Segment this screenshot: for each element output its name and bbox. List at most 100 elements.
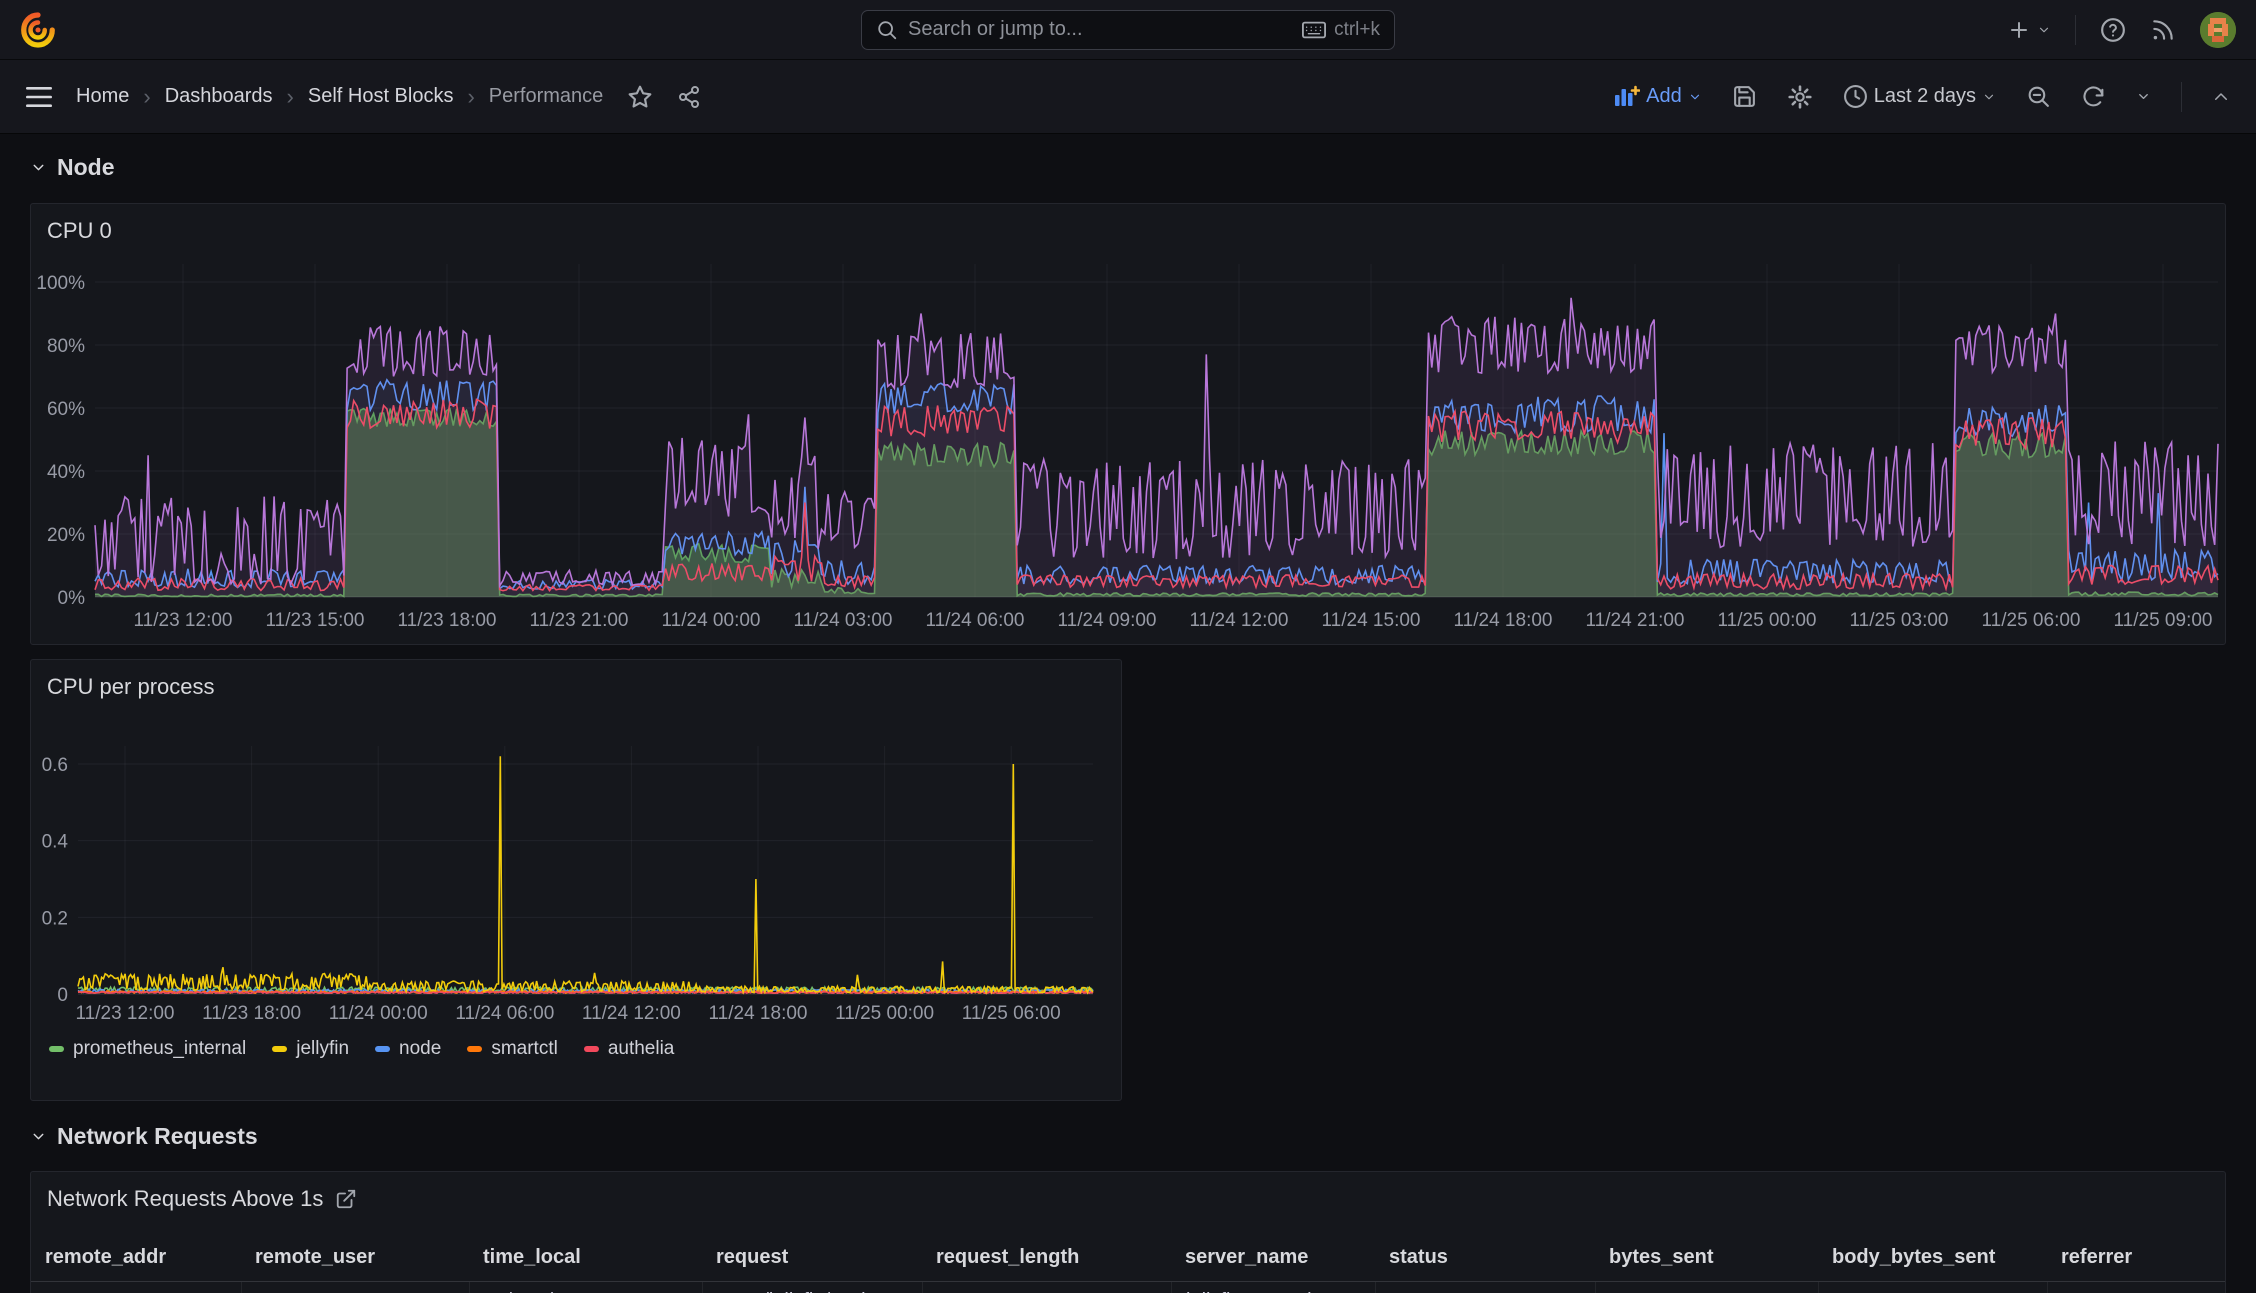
x-axis-tick-label: 11/24 18:00: [709, 1003, 808, 1024]
favorite-button[interactable]: [627, 84, 653, 110]
grafana-logo[interactable]: [20, 11, 56, 48]
legend-item-prometheus_internal[interactable]: prometheus_internal: [49, 1038, 246, 1060]
table-cell-referrer: [2047, 1282, 2225, 1293]
panel-cpu-per-process-header[interactable]: CPU per process: [31, 660, 1121, 702]
table-header-server_name[interactable]: server_name: [1185, 1246, 1309, 1268]
dashboard-toolbar: Home › Dashboards › Self Host Blocks › P…: [0, 60, 2256, 134]
table-row: 192.168.50.101 24/Nov/2023:00:0GET /jelly…: [31, 1282, 2225, 1293]
y-axis-tick-label: 40%: [47, 462, 85, 483]
refresh-interval-dropdown[interactable]: [2136, 89, 2151, 104]
topbar-divider: [2075, 14, 2076, 45]
new-menu-button[interactable]: [2007, 18, 2051, 42]
series-area-series-red: [95, 399, 2218, 597]
x-axis-tick-label: 11/25 06:00: [1982, 610, 2081, 631]
y-axis-tick-label: 0%: [58, 588, 86, 609]
legend-item-authelia[interactable]: authelia: [583, 1038, 674, 1060]
zoom-out-time-button[interactable]: [2026, 84, 2051, 109]
legend-label: node: [399, 1038, 442, 1059]
external-link-icon[interactable]: [335, 1188, 357, 1210]
breadcrumb-dashboards[interactable]: Dashboards: [164, 85, 273, 107]
user-avatar[interactable]: [2200, 11, 2236, 48]
chevron-down-icon: [2139, 94, 2148, 99]
legend-swatch: [467, 1046, 483, 1052]
zoom-out-icon: [2028, 86, 2049, 107]
legend-label: jellyfin: [296, 1038, 350, 1059]
topbar-right-actions: [2007, 11, 2236, 48]
time-range-picker[interactable]: Last 2 days: [1843, 84, 1996, 109]
news-button[interactable]: [2150, 17, 2176, 43]
legend-item-node[interactable]: node: [375, 1038, 441, 1060]
table-header-status[interactable]: status: [1389, 1246, 1448, 1268]
search-icon: [878, 20, 897, 39]
x-axis-tick-label: 11/24 09:00: [1058, 610, 1157, 631]
collapse-toolbar-button[interactable]: [2212, 88, 2230, 106]
y-axis-tick-label: 60%: [47, 399, 85, 420]
cpu-per-process-chart[interactable]: 11/23 12:00 11/23 18:00 11/24 00:00 11/24 0…: [31, 702, 1121, 1032]
refresh-button[interactable]: [2081, 84, 2106, 109]
breadcrumb-separator: ›: [286, 83, 294, 109]
table-header-bytes_sent[interactable]: bytes_sent: [1609, 1246, 1714, 1268]
share-icon: [679, 85, 700, 108]
table-cell-time_local: 24/Nov/2023:00:0: [469, 1282, 702, 1293]
legend-item-jellyfin[interactable]: jellyfin: [272, 1038, 349, 1060]
x-axis-tick-label: 11/23 12:00: [134, 610, 233, 631]
table-header-request_length[interactable]: request_length: [936, 1246, 1080, 1268]
x-axis-tick-label: 11/24 06:00: [455, 1003, 554, 1024]
x-axis-tick-label: 11/25 00:00: [1718, 610, 1817, 631]
table-header-remote_user[interactable]: remote_user: [255, 1246, 376, 1268]
y-axis-tick-label: 0: [57, 985, 68, 1006]
legend-swatch: [272, 1046, 288, 1052]
x-axis-tick-label: 11/24 00:00: [329, 1003, 428, 1024]
help-button[interactable]: [2100, 17, 2126, 43]
table-header-request[interactable]: request: [716, 1246, 789, 1268]
add-panel-icon: [1615, 85, 1641, 106]
panel-network-table-header[interactable]: Network Requests Above 1s: [31, 1172, 2225, 1214]
section-row-network-requests[interactable]: Network Requests: [30, 1119, 2226, 1153]
y-axis-tick-label: 0.6: [42, 755, 68, 776]
y-axis-tick-label: 20%: [47, 525, 85, 546]
cpu0-chart[interactable]: 11/23 12:00 11/23 15:00 11/23 18:00 11/23 2…: [31, 246, 2225, 644]
mega-menu-button[interactable]: [26, 86, 52, 107]
section-title-network-requests: Network Requests: [57, 1122, 258, 1149]
y-axis-tick-label: 0.2: [42, 908, 68, 929]
table-cell-request: GET /jellyfin/socket: [702, 1282, 922, 1293]
panel-cpu-per-process-title: CPU per process: [47, 673, 215, 699]
chevron-up-icon: [2215, 92, 2227, 100]
x-axis-tick-label: 11/24 18:00: [1454, 610, 1553, 631]
refresh-icon: [2083, 86, 2104, 107]
breadcrumb: Home › Dashboards › Self Host Blocks › P…: [76, 84, 603, 110]
add-panel-label: Add: [1646, 85, 1682, 107]
table-header-time_local[interactable]: time_local: [483, 1246, 581, 1268]
panel-network-table-title: Network Requests Above 1s: [47, 1185, 324, 1211]
x-axis-tick-label: 11/25 03:00: [1850, 610, 1949, 631]
table-header-referrer[interactable]: referrer: [2061, 1246, 2133, 1268]
legend-swatch: [49, 1046, 64, 1052]
add-panel-button[interactable]: Add: [1614, 85, 1702, 109]
save-icon: [1733, 86, 1755, 107]
breadcrumb-home[interactable]: Home: [76, 85, 130, 107]
legend-item-smartctl[interactable]: smartctl: [467, 1038, 558, 1060]
grafana-logo-icon: [21, 11, 55, 48]
section-row-node[interactable]: Node: [30, 150, 2226, 184]
save-dashboard-button[interactable]: [1732, 84, 1757, 109]
table-cell-status: 101: [1375, 1282, 1595, 1293]
toolbar-divider: [2181, 81, 2182, 112]
gear-icon: [1788, 84, 1812, 109]
breadcrumb-self-host-blocks[interactable]: Self Host Blocks: [307, 85, 454, 107]
dashboard-settings-button[interactable]: [1787, 84, 1813, 110]
x-axis-tick-label: 11/24 03:00: [794, 610, 893, 631]
chevron-down-icon: [1984, 94, 1994, 99]
panel-cpu0-title: CPU 0: [47, 217, 112, 243]
search-input[interactable]: Search or jump to... ctrl+k: [861, 9, 1395, 50]
y-axis-tick-label: 100%: [36, 273, 85, 294]
legend-swatch: [375, 1046, 391, 1052]
x-axis-tick-label: 11/25 06:00: [962, 1003, 1061, 1024]
panel-cpu0-header[interactable]: CPU 0: [31, 204, 2225, 246]
table-header-body_bytes_sent[interactable]: body_bytes_sent: [1832, 1246, 1996, 1268]
share-button[interactable]: [677, 85, 701, 109]
x-axis-tick-label: 11/24 15:00: [1322, 610, 1421, 631]
chevron-down-icon: [2039, 27, 2049, 32]
breadcrumb-separator: ›: [143, 83, 151, 109]
table-header-remote_addr[interactable]: remote_addr: [45, 1246, 167, 1268]
series-area-series-purple: [95, 297, 2218, 597]
